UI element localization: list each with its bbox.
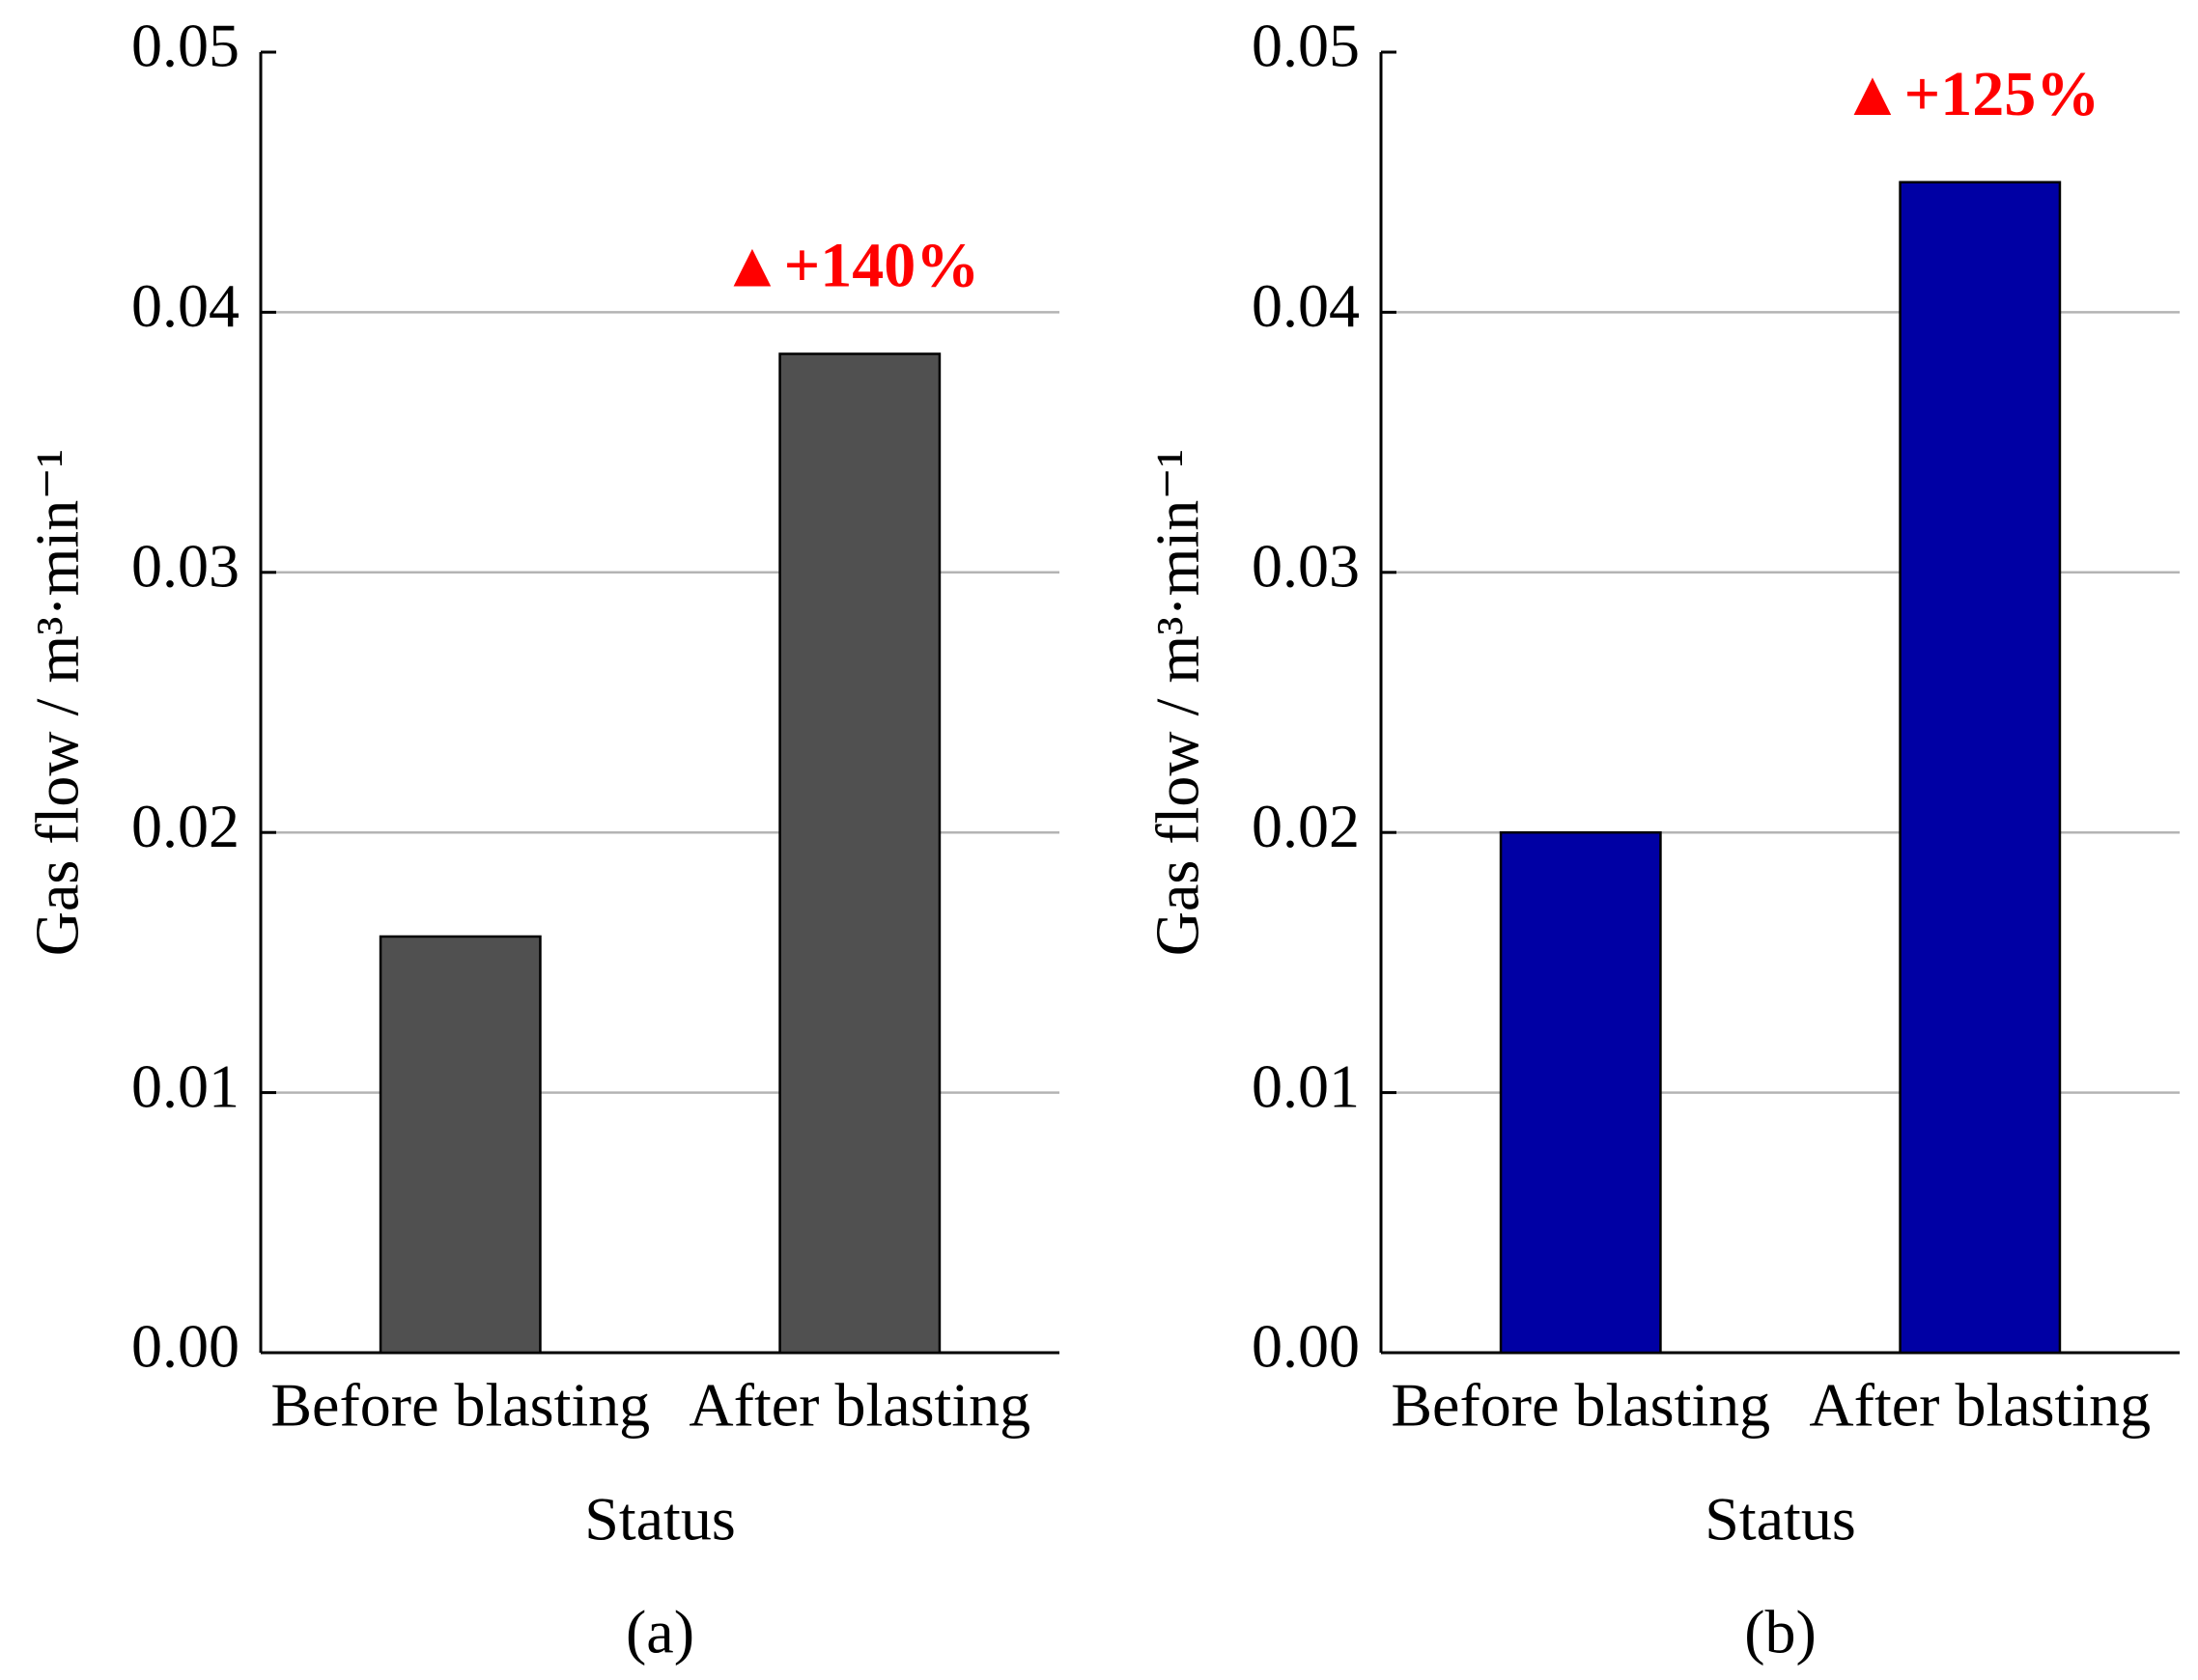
annotation: ▲+125% [1841, 59, 2099, 129]
y-tick-label: 0.02 [131, 792, 240, 860]
y-tick-label: 0.00 [131, 1312, 240, 1381]
panel-caption: (a) [626, 1598, 694, 1666]
x-tick-label: Before blasting [1391, 1371, 1770, 1440]
y-tick-label: 0.01 [131, 1051, 240, 1120]
x-axis-title: Status [584, 1485, 735, 1554]
bar [778, 352, 942, 1355]
y-axis-title: Gas flow / m³·min⁻¹ [23, 449, 92, 956]
y-tick-label: 0.03 [1252, 531, 1360, 600]
bar [1899, 181, 2062, 1355]
y-tick-label: 0.01 [1252, 1051, 1360, 1120]
y-tick-label: 0.02 [1252, 792, 1360, 860]
y-tick-label: 0.04 [1252, 271, 1360, 340]
y-axis-title: Gas flow / m³·min⁻¹ [1143, 449, 1212, 956]
y-tick-label: 0.05 [131, 12, 240, 80]
bar [1499, 830, 1662, 1355]
y-tick-label: 0.04 [131, 271, 240, 340]
x-tick-label: After blasting [689, 1371, 1030, 1440]
panel-caption: (b) [1744, 1598, 1817, 1666]
x-axis-title: Status [1705, 1485, 1855, 1554]
bar [379, 935, 542, 1355]
y-tick-label: 0.05 [1252, 12, 1360, 80]
x-tick-label: After blasting [1809, 1371, 2151, 1440]
y-tick-label: 0.03 [131, 531, 240, 600]
annotation: ▲+140% [720, 231, 979, 301]
y-tick-label: 0.00 [1252, 1312, 1360, 1381]
x-tick-label: Before blasting [270, 1371, 650, 1440]
